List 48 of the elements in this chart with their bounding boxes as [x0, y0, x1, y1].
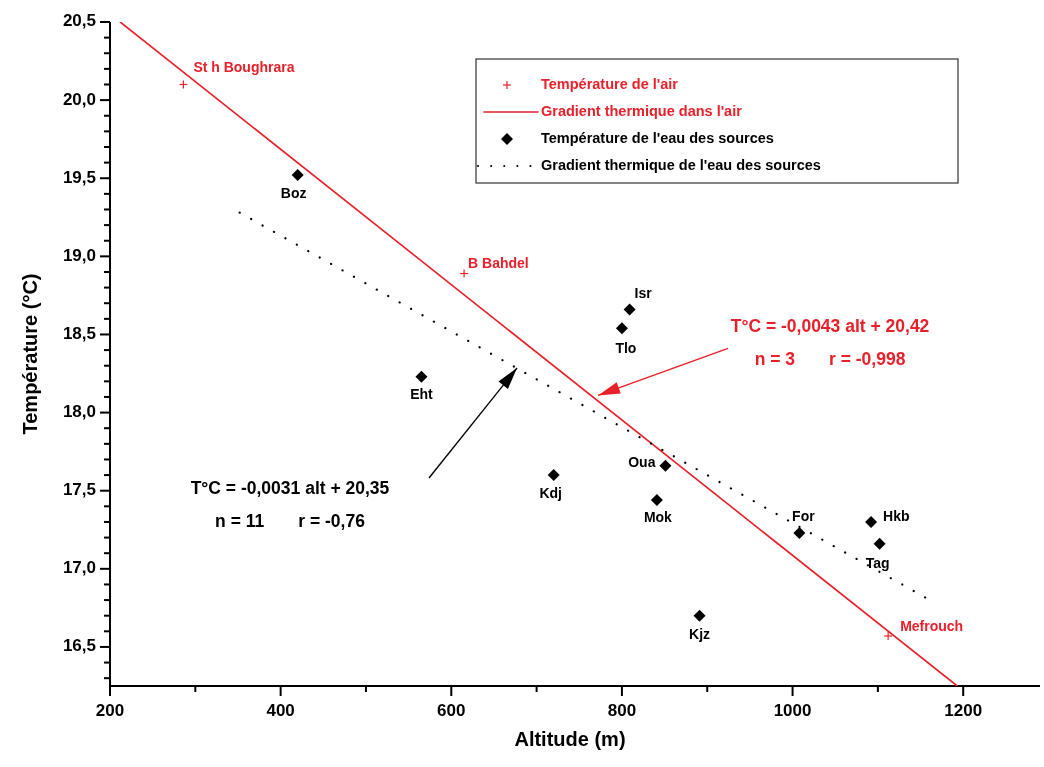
y-tick-label: 19,0: [62, 245, 96, 265]
annotation: Boz: [280, 184, 307, 201]
point: [793, 526, 806, 539]
y-tick-label: 20,5: [62, 11, 96, 31]
annotation: Eht: [410, 385, 434, 402]
point: [873, 537, 886, 550]
point: [693, 609, 706, 622]
point: [650, 494, 663, 507]
y-tick-label: 18,5: [62, 323, 96, 343]
y-tick-label: 16,5: [62, 636, 96, 656]
x-axis-title: Altitude (m): [514, 728, 626, 750]
annotation: Kjz: [689, 625, 711, 642]
annotation: Tlo: [615, 339, 637, 356]
y-tick-label: 17,0: [62, 558, 96, 578]
annotation: Oua: [628, 453, 656, 470]
x-tick-label: 1000: [773, 701, 812, 720]
annotation: Isr: [634, 285, 653, 302]
annotation: Mok: [643, 508, 673, 525]
y-tick-label: 18,0: [62, 402, 96, 422]
point: [415, 370, 428, 383]
x-tick-label: 200: [95, 701, 125, 720]
annotation: Tag: [865, 554, 890, 571]
y-tick-label: 17,5: [62, 480, 96, 500]
annotation: B Bahdel: [468, 254, 529, 271]
x-tick-label: 800: [607, 701, 637, 720]
x-tick-label: 1200: [944, 701, 983, 720]
annotation: T°C = -0,0031 alt + 20,35 n = 11 r = -0,76: [190, 477, 390, 531]
x-tick-label: 400: [266, 701, 295, 720]
legend-label: Température de l'air: [541, 75, 679, 92]
point: [547, 469, 560, 482]
legend-label: Gradient thermique de l'eau des sources: [541, 156, 821, 173]
annotation: Mefrouch: [900, 617, 964, 634]
annotation: T°C = -0,0043 alt + 20,42 n = 3 r = -0,998: [730, 316, 930, 370]
point: [623, 303, 636, 316]
annotation: St h Boughrara: [193, 59, 295, 76]
point: [865, 515, 878, 528]
point: [291, 169, 304, 182]
point: [615, 322, 628, 335]
legend-label: Gradient thermique dans l'air: [541, 102, 743, 119]
y-axis-title: Température (°C): [19, 273, 42, 435]
annotation: For: [792, 507, 816, 524]
y-tick-label: 19,5: [62, 167, 96, 187]
annotation: Hkb: [883, 507, 910, 524]
point: [659, 459, 672, 472]
annotation: Kdj: [539, 484, 562, 501]
x-tick-label: 600: [437, 701, 466, 720]
y-tick-label: 20,0: [62, 89, 96, 109]
legend-label: Température de l'eau des sources: [541, 129, 774, 146]
